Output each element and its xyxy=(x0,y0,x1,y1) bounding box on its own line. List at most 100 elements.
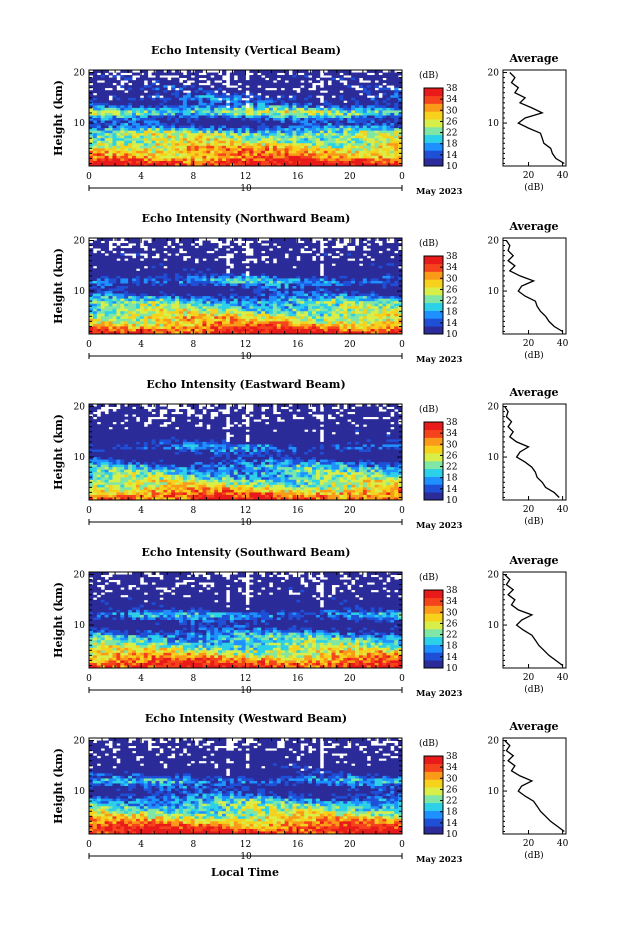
heatmap-cell xyxy=(331,105,336,109)
heatmap-cell xyxy=(343,270,348,274)
heatmap-cell xyxy=(163,293,168,297)
heatmap-cell xyxy=(280,245,286,249)
heatmap-cell xyxy=(124,280,129,284)
heatmap-cell xyxy=(132,263,137,267)
heatmap-cell xyxy=(315,102,321,106)
heatmap-cell xyxy=(315,306,321,310)
heatmap-cell xyxy=(382,112,387,116)
heatmap-cell xyxy=(296,92,301,96)
heatmap-cell xyxy=(370,87,376,91)
heatmap-cell xyxy=(374,123,379,126)
heatmap-cell xyxy=(358,245,364,249)
heatmap-cell xyxy=(171,248,176,252)
heatmap-cell xyxy=(147,163,152,167)
heatmap-cell xyxy=(378,153,383,157)
heatmap-cell xyxy=(253,278,258,282)
heatmap-cell xyxy=(135,133,141,137)
heatmap-cell xyxy=(343,125,348,129)
heatmap-cell xyxy=(378,118,383,121)
heatmap-cell xyxy=(390,268,395,272)
heatmap-cell xyxy=(339,128,344,132)
heatmap-cell xyxy=(124,118,129,121)
colorbar-tick-label: 10 xyxy=(446,162,458,172)
heatmap-cell xyxy=(253,123,258,126)
heatmap-cell xyxy=(167,280,172,284)
x-tick-label: 20 xyxy=(344,172,356,182)
heatmap-cell xyxy=(214,118,219,121)
heatmap-cell xyxy=(261,288,266,292)
heatmap-cell xyxy=(167,270,172,274)
heatmap-cell xyxy=(370,130,376,134)
heatmap-cell xyxy=(214,301,219,305)
heatmap-cell xyxy=(378,123,383,126)
heatmap-cell xyxy=(296,248,301,252)
heatmap-cell xyxy=(355,273,360,277)
heatmap-cell xyxy=(124,123,129,126)
heatmap-cell xyxy=(386,280,391,284)
heatmap-cell xyxy=(347,291,352,294)
heatmap-cell xyxy=(394,130,399,134)
heatmap-cell xyxy=(202,263,207,267)
heatmap-cell xyxy=(382,160,387,164)
heatmap-cell xyxy=(218,148,223,152)
heatmap-cell xyxy=(390,158,395,162)
heatmap-cell xyxy=(210,303,215,307)
heatmap-cell xyxy=(370,280,376,284)
heatmap-cell xyxy=(386,148,391,152)
heatmap-cell xyxy=(120,275,125,279)
heatmap-cell xyxy=(155,95,160,99)
heatmap-cell xyxy=(92,283,98,287)
heatmap-cell xyxy=(300,265,305,269)
heatmap-cell xyxy=(89,265,94,269)
heatmap-cell xyxy=(89,107,94,111)
heatmap-cell xyxy=(132,240,137,244)
heatmap-cell xyxy=(163,248,168,252)
heatmap-cell xyxy=(370,270,376,274)
heatmap-cell xyxy=(186,123,192,126)
heatmap-cell xyxy=(175,105,180,109)
heatmap-cell xyxy=(135,303,141,307)
heatmap-cell xyxy=(96,77,102,81)
heatmap-cell xyxy=(382,268,387,272)
heatmap-cell xyxy=(128,70,133,73)
heatmap-cell xyxy=(253,238,258,241)
heatmap-cell xyxy=(171,85,176,89)
heatmap-cell xyxy=(104,135,109,139)
heatmap-cell xyxy=(292,95,297,99)
heatmap-cell xyxy=(382,95,387,99)
heatmap-cell xyxy=(253,97,258,101)
heatmap-cell xyxy=(268,112,274,116)
heatmap-cell xyxy=(233,155,239,159)
heatmap-cell xyxy=(366,258,372,262)
heatmap-cell xyxy=(261,283,266,287)
heatmap-cell xyxy=(241,263,246,267)
heatmap-cell xyxy=(104,240,109,244)
heatmap-cell xyxy=(335,303,340,307)
heatmap-cell xyxy=(347,293,352,297)
heatmap-cell xyxy=(343,118,348,121)
heatmap-cell xyxy=(265,115,270,119)
heatmap-cell xyxy=(308,270,313,274)
heatmap-cell xyxy=(284,143,289,147)
heatmap-cell xyxy=(253,303,258,307)
heatmap-cell xyxy=(257,268,262,272)
heatmap-cell xyxy=(265,306,270,310)
heatmap-cell xyxy=(347,303,352,307)
heatmap-cell xyxy=(163,286,168,289)
heatmap-cell xyxy=(386,115,391,119)
heatmap-cell xyxy=(202,85,207,89)
heatmap-cell xyxy=(249,123,254,126)
heatmap-cell xyxy=(116,303,121,307)
heatmap-cell xyxy=(366,240,372,244)
heatmap-cell xyxy=(159,258,164,262)
heatmap-cell xyxy=(186,253,192,257)
heatmap-cell xyxy=(315,288,321,292)
heatmap-cell xyxy=(155,260,160,264)
heatmap-cell xyxy=(120,128,125,132)
heatmap-cell xyxy=(374,283,379,287)
heatmap-cell xyxy=(327,243,332,246)
heatmap-cell xyxy=(331,145,336,149)
heatmap-cell xyxy=(358,158,364,162)
heatmap-cell xyxy=(190,123,196,126)
heatmap-cell xyxy=(96,160,102,164)
